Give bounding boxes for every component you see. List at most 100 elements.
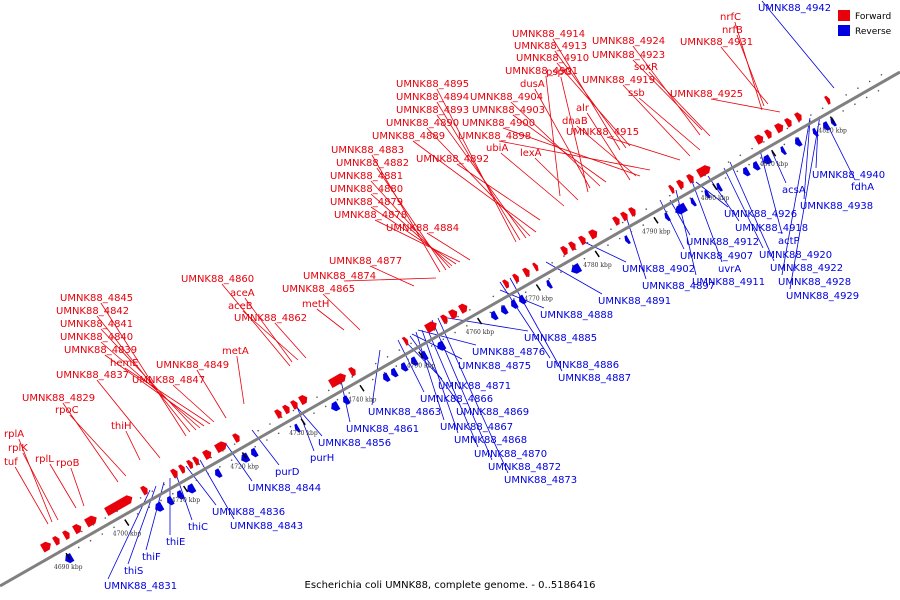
label-connector bbox=[638, 97, 701, 151]
forward-gene-label: UMNK88_4829 bbox=[22, 393, 95, 404]
minor-tick bbox=[736, 170, 739, 173]
gene-shape bbox=[823, 121, 831, 131]
gene-shape bbox=[502, 279, 510, 289]
reverse-gene bbox=[664, 212, 671, 222]
label-connector bbox=[456, 163, 541, 221]
forward-gene-label: soxR bbox=[634, 62, 658, 73]
gene-shape bbox=[140, 485, 148, 496]
forward-gene-label: metA bbox=[222, 346, 249, 357]
reverse-gene bbox=[401, 362, 409, 372]
forward-gene bbox=[502, 279, 510, 289]
forward-gene-label: UMNK88_4898 bbox=[458, 131, 531, 142]
label-connector bbox=[720, 46, 769, 105]
label-connector bbox=[509, 277, 563, 372]
forward-gene-label: UMNK88_4841 bbox=[60, 319, 133, 330]
forward-gene-label: aceB bbox=[228, 301, 253, 312]
minor-tick bbox=[583, 257, 586, 260]
label-connector bbox=[560, 76, 589, 193]
tick-mark bbox=[829, 116, 836, 124]
gene-shape bbox=[424, 321, 437, 334]
tick-mark bbox=[65, 552, 71, 560]
gene-shape bbox=[448, 309, 458, 320]
gene-shape bbox=[716, 182, 723, 192]
reverse-gene-label: UMNK88_4918 bbox=[735, 223, 808, 234]
reverse-gene-label: thiC bbox=[188, 522, 208, 533]
minor-tick bbox=[818, 123, 821, 126]
forward-gene-label: rplK bbox=[8, 443, 28, 454]
label-connector bbox=[606, 136, 681, 161]
minor-tick bbox=[198, 463, 201, 466]
reverse-gene bbox=[753, 161, 761, 171]
minor-tick bbox=[880, 73, 883, 76]
label-connector bbox=[295, 403, 315, 452]
reverse-gene-label: fdhA bbox=[851, 182, 874, 193]
gene-shape bbox=[753, 161, 761, 171]
reverse-gene-label: UMNK88_4907 bbox=[680, 251, 753, 262]
minor-tick bbox=[113, 526, 115, 529]
label-connector bbox=[502, 127, 641, 177]
gene-shape bbox=[421, 350, 429, 361]
forward-gene-label: UMNK88_4842 bbox=[56, 306, 129, 317]
gene-shape bbox=[522, 267, 530, 278]
forward-gene-label: UMNK88_4901 bbox=[505, 66, 578, 77]
label-connector bbox=[104, 354, 205, 427]
label-connector bbox=[69, 414, 127, 477]
minor-tick bbox=[257, 429, 259, 432]
reverse-gene-label: UMNK88_4844 bbox=[248, 483, 321, 494]
label-connector bbox=[781, 117, 811, 276]
label-connector bbox=[242, 310, 299, 361]
tick-marks: 4690 kbp 4700 kbp 4710 kbp 4720 kbp 4730 kbp… bbox=[54, 73, 883, 571]
minor-tick bbox=[466, 325, 468, 327]
reverse-gene bbox=[743, 166, 751, 177]
minor-tick bbox=[751, 147, 753, 150]
minor-tick bbox=[845, 94, 847, 96]
reverse-gene-label: UMNK88_4940 bbox=[812, 170, 885, 181]
gene-shape bbox=[401, 362, 409, 372]
gene-shape bbox=[274, 409, 282, 419]
gene-shape bbox=[232, 433, 240, 443]
minor-tick bbox=[810, 114, 812, 116]
gene-shape bbox=[696, 165, 711, 178]
gene-shape bbox=[512, 273, 520, 283]
forward-gene bbox=[232, 433, 240, 443]
tick-label: 4760 kbp bbox=[466, 329, 495, 336]
minor-tick bbox=[457, 315, 459, 318]
forward-gene-label: rplL bbox=[35, 454, 54, 465]
label-connector bbox=[827, 125, 856, 181]
forward-gene bbox=[578, 235, 586, 246]
legend-reverse-swatch bbox=[838, 25, 850, 36]
reverse-gene-label: UMNK88_4861 bbox=[346, 424, 419, 435]
label-connector bbox=[576, 125, 637, 177]
forward-gene-label: UMNK88_4878 bbox=[334, 210, 407, 221]
reverse-gene bbox=[65, 552, 75, 564]
reverse-gene bbox=[763, 154, 773, 165]
reverse-gene bbox=[823, 121, 831, 131]
minor-tick bbox=[807, 130, 809, 132]
reverse-gene-label: acsA bbox=[782, 185, 806, 196]
minor-tick bbox=[433, 329, 436, 331]
gene-shape bbox=[764, 129, 772, 140]
forward-gene-label: UMNK88_4925 bbox=[670, 89, 743, 100]
forward-gene-label: UMNK88_4845 bbox=[60, 293, 133, 304]
forward-gene bbox=[140, 485, 148, 496]
minor-tick bbox=[266, 439, 268, 441]
minor-tick bbox=[101, 533, 104, 535]
forward-gene-label: dusA bbox=[520, 79, 545, 90]
forward-gene-label: UMNK88_4931 bbox=[680, 37, 753, 48]
tick-mark bbox=[418, 351, 424, 359]
minor-tick bbox=[821, 107, 824, 110]
reverse-gene-label: UMNK88_4831 bbox=[104, 581, 177, 592]
forward-gene-label: UMNK88_4903 bbox=[472, 105, 545, 116]
gene-shape bbox=[298, 394, 308, 406]
reverse-gene-label: UMNK88_4912 bbox=[686, 237, 759, 248]
label-connector bbox=[803, 119, 811, 200]
gene-shape bbox=[571, 263, 583, 274]
gene-labels: nrfCnrfBUMNK88_4931UMNK88_4914UMNK88_491… bbox=[4, 3, 885, 592]
forward-gene bbox=[214, 441, 227, 454]
gene-shape bbox=[331, 401, 341, 412]
tick-mark bbox=[653, 216, 659, 224]
minor-tick bbox=[104, 517, 107, 519]
reverse-gene bbox=[294, 423, 301, 433]
gene-shape bbox=[62, 530, 70, 540]
label-connector bbox=[14, 466, 49, 525]
